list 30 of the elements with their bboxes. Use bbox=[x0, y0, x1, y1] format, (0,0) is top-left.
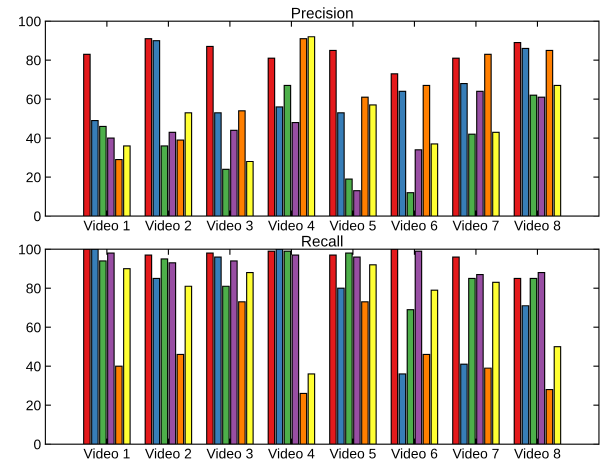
x-tick-label: Video 1 bbox=[84, 220, 130, 230]
y-tick-label: 0 bbox=[34, 211, 41, 222]
y-tick-label: 40 bbox=[26, 133, 41, 144]
y-tick-label: 20 bbox=[26, 172, 41, 182]
x-tick-label: Video 8 bbox=[514, 220, 560, 230]
y-tick-label: 60 bbox=[26, 322, 41, 332]
y-tick-label: 80 bbox=[26, 55, 41, 66]
x-tick-label: Video 4 bbox=[268, 220, 314, 230]
x-tick-label: Video 3 bbox=[206, 448, 253, 459]
x-tick-label: Video 1 bbox=[84, 448, 130, 459]
y-tick-label: 100 bbox=[19, 16, 41, 26]
x-tick-label: Video 7 bbox=[452, 220, 499, 230]
y-tick-label: 20 bbox=[26, 400, 41, 410]
chart-title: Recall bbox=[302, 235, 342, 247]
x-tick-label: Video 2 bbox=[145, 448, 192, 459]
y-tick-label: 60 bbox=[26, 94, 41, 104]
y-tick-label: 0 bbox=[34, 439, 41, 450]
x-tick-label: Video 7 bbox=[452, 448, 499, 459]
x-tick-label: Video 3 bbox=[206, 220, 253, 230]
x-tick-label: Video 5 bbox=[330, 448, 376, 459]
y-tick-label: 80 bbox=[26, 284, 41, 294]
x-tick-label: Video 4 bbox=[268, 448, 314, 459]
x-tick-label: Video 2 bbox=[145, 220, 192, 230]
y-tick-label: 100 bbox=[19, 244, 41, 254]
x-tick-label: Video 5 bbox=[330, 220, 376, 230]
y-tick-label: 40 bbox=[26, 362, 41, 372]
x-tick-label: Video 6 bbox=[391, 220, 438, 230]
x-tick-label: Video 8 bbox=[514, 448, 560, 459]
x-tick-label: Video 6 bbox=[391, 448, 438, 459]
chart-title: Precision bbox=[292, 7, 353, 19]
